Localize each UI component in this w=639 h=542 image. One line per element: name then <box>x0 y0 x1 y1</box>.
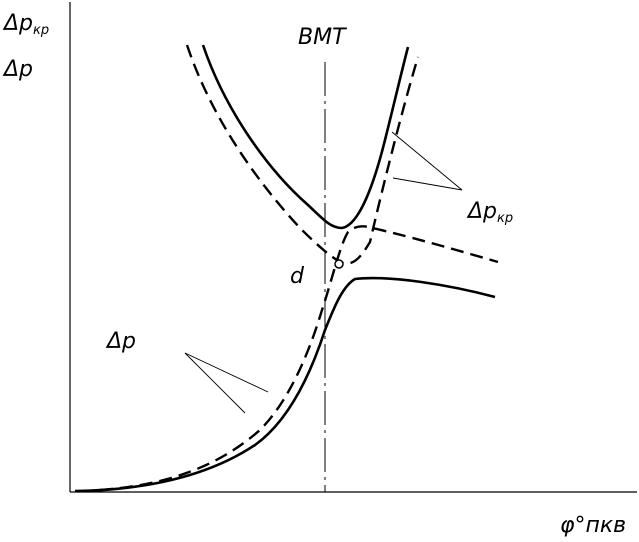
dpkr-callout-label: Δpкр <box>466 199 513 226</box>
dpkr-curve-solid <box>201 44 410 230</box>
dp-leader-lower <box>184 352 246 414</box>
dp-callout-label: Δp <box>105 329 136 354</box>
y-axis-label-top: Δpкр <box>2 11 49 38</box>
point-d-marker <box>334 259 344 269</box>
dp-curve-solid <box>74 276 496 493</box>
dp-curve-dashed <box>99 225 499 492</box>
dpkr-leader-lower <box>392 177 463 191</box>
point-d-label: d <box>290 264 305 289</box>
y-axis-label-bottom: Δp <box>2 57 33 82</box>
x-axis-label: φ°пкв <box>560 513 626 538</box>
tdc-label: ВМТ <box>298 25 347 50</box>
dp-leader-upper <box>184 352 269 393</box>
dpkr-leader-upper <box>391 131 463 191</box>
